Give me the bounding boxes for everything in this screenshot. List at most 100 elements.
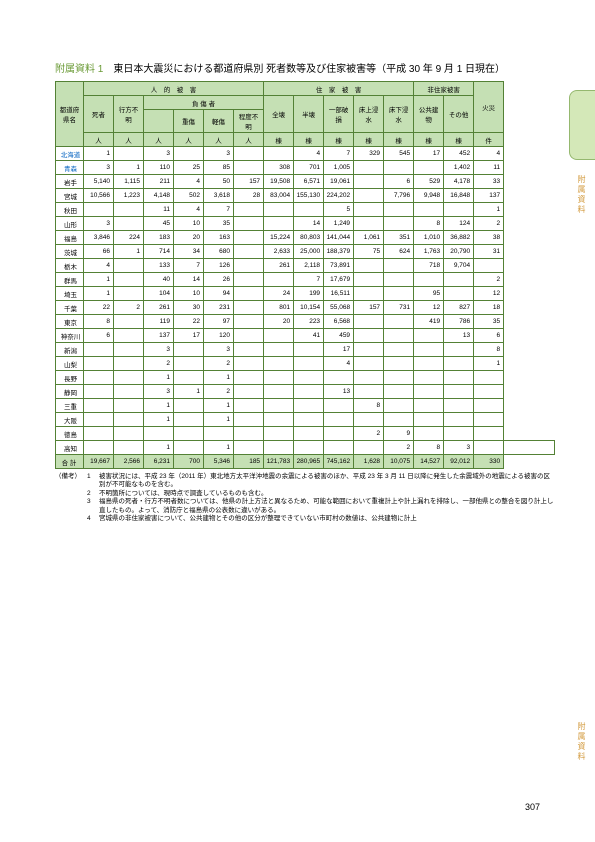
data-cell <box>174 399 204 413</box>
data-cell: 502 <box>174 189 204 203</box>
data-cell <box>234 259 264 273</box>
data-cell: 10,566 <box>84 189 114 203</box>
note-text: 被害状況には、平成 23 年（2011 年）東北地方太平洋沖地震の余震による被害… <box>99 473 555 490</box>
pref-cell: 千葉 <box>56 301 84 315</box>
pref-cell: 青森 <box>56 161 84 175</box>
title-prefix: 附属資料 1 <box>55 64 103 75</box>
unit-person: 人 <box>234 133 264 147</box>
data-cell <box>114 203 144 217</box>
data-cell: 80,803 <box>294 231 324 245</box>
data-cell: 4,148 <box>144 189 174 203</box>
data-cell: 25,000 <box>294 245 324 259</box>
side-label-top: 附属資料 <box>576 175 587 215</box>
data-cell: 183 <box>144 231 174 245</box>
data-cell <box>294 427 324 441</box>
data-cell: 25 <box>174 161 204 175</box>
data-cell: 7 <box>174 259 204 273</box>
pref-cell: 三重 <box>56 399 84 413</box>
data-cell <box>114 399 144 413</box>
total-cell: 2,566 <box>114 455 144 469</box>
pref-cell: 茨城 <box>56 245 84 259</box>
data-cell: 8 <box>414 217 444 231</box>
data-cell <box>444 287 474 301</box>
data-cell <box>444 273 474 287</box>
note-text: 宮城県の非住家被害について、公共建物とその他の区分が整理できていない市町村の数値… <box>99 515 555 523</box>
data-cell <box>234 357 264 371</box>
header-injured: 負 傷 者 <box>144 96 264 110</box>
data-cell <box>234 217 264 231</box>
pref-cell: 高知 <box>56 441 84 455</box>
data-cell <box>414 399 444 413</box>
pref-link[interactable]: 北海道 <box>61 152 81 159</box>
data-cell: 34 <box>174 245 204 259</box>
data-cell <box>414 427 444 441</box>
table-row: 山形3451035141,24981242 <box>56 217 555 231</box>
title-main: 東日本大震災における都道府県別 死者数等及び住家被害等（平成 30 年 9 月 … <box>103 64 505 75</box>
data-cell: 41 <box>294 329 324 343</box>
header-light: 軽傷 <box>204 110 234 133</box>
data-cell <box>114 329 144 343</box>
side-tab <box>569 90 595 160</box>
data-cell: 1,763 <box>414 245 444 259</box>
side-label-bottom: 附属資料 <box>576 722 587 762</box>
data-cell <box>234 245 264 259</box>
data-cell <box>114 413 144 427</box>
data-cell: 6,571 <box>294 175 324 189</box>
table-header: 都道府県名 人 的 被 害 住 家 被 害 非住家被害 火災 死者 行方不明 負… <box>56 82 555 147</box>
data-cell <box>354 259 384 273</box>
data-cell: 4 <box>174 175 204 189</box>
data-cell <box>354 175 384 189</box>
data-cell: 3,846 <box>84 231 114 245</box>
note-label: （備考） <box>55 473 87 490</box>
total-cell: 5,346 <box>204 455 234 469</box>
table-row: 山梨2241 <box>56 357 555 371</box>
pref-cell: 埼玉 <box>56 287 84 301</box>
data-cell <box>174 357 204 371</box>
data-cell: 4 <box>294 147 324 161</box>
data-cell <box>384 357 414 371</box>
data-cell: 11 <box>474 161 504 175</box>
data-cell: 3 <box>144 147 174 161</box>
table-row: 神奈川61371712041459136 <box>56 329 555 343</box>
total-cell: 330 <box>474 455 504 469</box>
pref-cell: 北海道 <box>56 147 84 161</box>
pref-cell: 静岡 <box>56 385 84 399</box>
note-number: 1 <box>87 473 99 490</box>
data-cell: 38 <box>474 231 504 245</box>
data-cell <box>294 385 324 399</box>
data-cell: 419 <box>414 315 444 329</box>
note-number: 2 <box>87 490 99 498</box>
page-title: 附属資料 1 東日本大震災における都道府県別 死者数等及び住家被害等（平成 30… <box>55 60 555 75</box>
data-cell <box>264 273 294 287</box>
data-cell: 1 <box>84 273 114 287</box>
pref-link[interactable]: 青森 <box>64 166 77 173</box>
data-cell <box>234 329 264 343</box>
data-cell <box>444 427 474 441</box>
data-cell: 261 <box>144 301 174 315</box>
data-cell: 2 <box>354 427 384 441</box>
header-full: 全壊 <box>264 96 294 133</box>
note-row: （備考）1被害状況には、平成 23 年（2011 年）東北地方太平洋沖地震の余震… <box>55 473 555 490</box>
data-cell <box>474 427 504 441</box>
header-severe: 重傷 <box>174 110 204 133</box>
data-cell: 3 <box>84 161 114 175</box>
data-cell: 40 <box>144 273 174 287</box>
data-cell: 3 <box>204 147 234 161</box>
data-cell <box>444 413 474 427</box>
data-cell: 20 <box>264 315 294 329</box>
table-row: 静岡31213 <box>56 385 555 399</box>
data-cell <box>84 371 114 385</box>
data-cell: 5,140 <box>84 175 114 189</box>
unit-person: 人 <box>114 133 144 147</box>
note-number: 3 <box>87 498 99 515</box>
data-cell: 827 <box>444 301 474 315</box>
data-cell: 7 <box>324 147 354 161</box>
data-cell: 12 <box>474 287 504 301</box>
data-cell <box>114 357 144 371</box>
data-cell: 17,679 <box>324 273 354 287</box>
data-cell <box>384 343 414 357</box>
data-cell <box>264 357 294 371</box>
data-cell <box>474 413 504 427</box>
data-cell: 85 <box>204 161 234 175</box>
header-floor-below: 床下浸水 <box>384 96 414 133</box>
